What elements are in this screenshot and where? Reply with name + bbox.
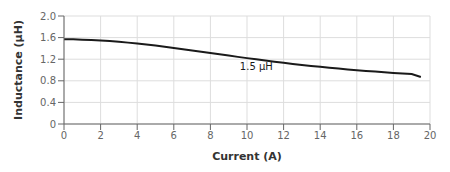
svg-text:Inductance (μH): Inductance (μH): [12, 20, 25, 120]
svg-text:1.2: 1.2: [40, 54, 56, 65]
svg-text:0: 0: [50, 119, 56, 130]
svg-text:Current (A): Current (A): [212, 150, 282, 163]
svg-text:18: 18: [387, 130, 400, 141]
svg-text:0.8: 0.8: [40, 75, 56, 86]
svg-text:2.0: 2.0: [40, 11, 56, 22]
svg-text:14: 14: [314, 130, 327, 141]
svg-text:0.4: 0.4: [40, 97, 56, 108]
svg-text:2: 2: [97, 130, 103, 141]
svg-text:1.6: 1.6: [40, 32, 56, 43]
svg-text:16: 16: [350, 130, 363, 141]
svg-text:4: 4: [134, 130, 140, 141]
svg-text:12: 12: [277, 130, 290, 141]
svg-text:0: 0: [61, 130, 67, 141]
svg-text:20: 20: [424, 130, 437, 141]
svg-text:10: 10: [241, 130, 254, 141]
svg-text:1.5 μH: 1.5 μH: [240, 61, 273, 72]
svg-text:8: 8: [207, 130, 213, 141]
svg-text:6: 6: [171, 130, 177, 141]
